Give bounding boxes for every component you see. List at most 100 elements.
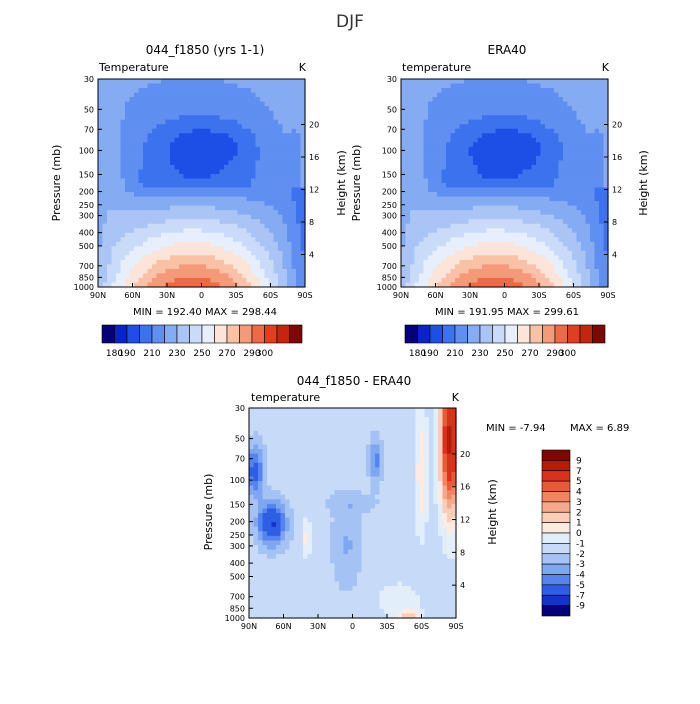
contour-cell [509,210,514,215]
contour-cell [563,273,568,278]
contour-cell [98,106,103,111]
contour-cell [428,178,433,183]
contour-cell [509,237,514,242]
contour-cell [290,513,295,518]
contour-cell [586,111,591,116]
contour-cell [473,206,478,211]
contour-cell [415,273,420,278]
contour-cell [478,147,483,152]
contour-cell [406,147,411,152]
variable-label: Temperature [98,61,169,74]
contour-cell [442,210,447,215]
contour-cell [595,242,600,247]
contour-cell [514,138,519,143]
contour-cell [274,228,279,233]
contour-cell [590,264,595,269]
contour-cell [428,251,433,256]
contour-cell [595,278,600,283]
contour-cell [590,224,595,229]
contour-cell [166,129,171,134]
contour-cell [586,174,591,179]
contour-cell [496,129,501,134]
contour-cell [267,604,272,609]
contour-cell [487,237,492,242]
contour-cell [267,522,272,527]
contour-cell [98,93,103,98]
contour-cell [263,600,268,605]
contour-cell [545,120,550,125]
contour-cell [292,273,297,278]
contour-cell [148,102,153,107]
contour-cell [496,93,501,98]
pressure-tick-label: 850 [79,273,94,282]
contour-cell [242,278,247,283]
contour-cell [107,142,112,147]
contour-cell [541,264,546,269]
contour-cell [428,79,433,84]
contour-cell [193,115,198,120]
contour-cell [446,160,451,165]
contour-cell [401,124,406,129]
contour-cell [541,165,546,170]
contour-cell [451,237,456,242]
contour-cell [482,228,487,233]
contour-cell [175,169,180,174]
contour-cell [254,472,259,477]
contour-cell [536,97,541,102]
contour-cell [179,97,184,102]
contour-cell [125,273,130,278]
contour-cell [527,178,532,183]
contour-cell [509,178,514,183]
contour-cell [433,84,438,89]
contour-cell [202,165,207,170]
contour-cell [599,129,604,134]
contour-cell [428,138,433,143]
contour-cell [572,138,577,143]
contour-cell [433,160,438,165]
contour-cell [256,251,261,256]
contour-cell [482,192,487,197]
contour-cell [563,178,568,183]
contour-cell [254,522,259,527]
contour-cell [152,156,157,161]
contour-cell [554,115,559,120]
contour-cell [577,129,582,134]
contour-cell [170,93,175,98]
contour-cell [500,269,505,274]
contour-cell [505,206,510,211]
contour-cell [260,111,265,116]
contour-cell [590,269,595,274]
contour-cell [229,169,234,174]
contour-cell [586,278,591,283]
contour-cell [577,88,582,93]
contour-cell [464,120,469,125]
contour-cell [299,540,304,545]
contour-cell [238,111,243,116]
contour-cell [410,160,415,165]
contour-cell [229,151,234,156]
contour-cell [595,115,600,120]
contour-cell [224,151,229,156]
contour-cell [586,79,591,84]
contour-cell [249,586,254,591]
contour-cell [460,106,465,111]
contour-cell [550,210,555,215]
contour-cell [197,156,202,161]
contour-cell [224,88,229,93]
contour-cell [446,79,451,84]
contour-cell [599,251,604,256]
contour-cell [491,93,496,98]
contour-cell [482,224,487,229]
contour-cell [536,255,541,260]
contour-cell [455,188,460,193]
contour-cell [103,97,108,102]
contour-cell [595,111,600,116]
contour-cell [559,260,564,265]
contour-cell [211,233,216,238]
contour-cell [487,174,492,179]
contour-cell [161,228,166,233]
contour-cell [410,269,415,274]
contour-cell [260,93,265,98]
contour-cell [193,138,198,143]
contour-field [401,79,609,288]
